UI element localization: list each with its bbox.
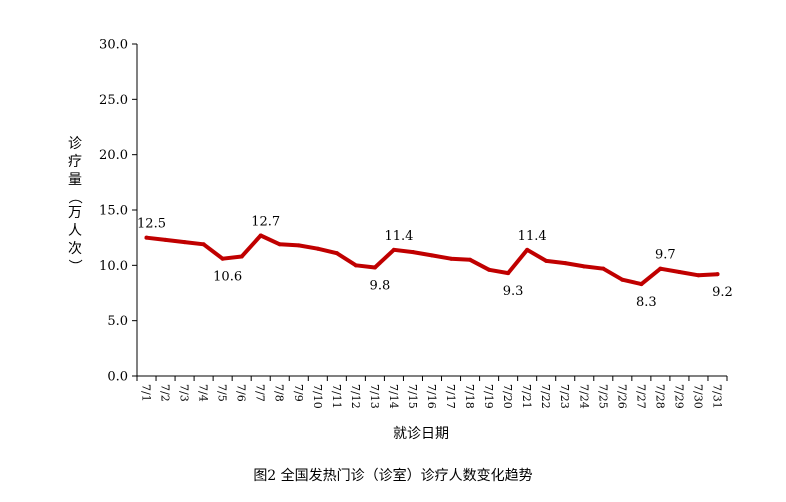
x-tick-label: 7/4 [197,384,210,402]
x-tick-label: 7/29 [672,384,685,409]
series-layer [144,233,720,287]
x-axis-label: 就诊日期 [393,426,449,442]
data-point [525,247,530,252]
x-tick-label: 7/5 [216,384,229,402]
data-label: 12.5 [137,217,166,232]
data-point [658,266,663,271]
y-axis-label-char: 疗 [68,154,82,170]
y-tick-label: 30.0 [99,38,128,53]
y-tick-label: 5.0 [107,314,128,329]
x-tick-label: 7/25 [596,384,609,409]
y-tick-label: 15.0 [99,204,128,219]
x-tick-label: 7/7 [254,384,267,402]
data-point [620,277,625,282]
x-tick-label: 7/13 [368,384,381,409]
data-point [468,257,473,262]
y-ticks: 0.0 5.0 10.0 15.0 20.0 25.0 30.0 [99,38,137,385]
data-point [296,243,301,248]
x-tick-label: 7/2 [159,384,172,402]
x-tick-label: 7/31 [710,384,723,409]
x-tick-label: 7/12 [349,384,362,409]
x-tick-label: 7/11 [330,384,343,409]
data-label: 8.3 [636,295,657,310]
data-point [449,256,454,261]
data-point [639,282,644,287]
x-tick-label: 7/22 [539,384,552,409]
data-label: 9.2 [712,285,733,300]
data-label: 11.4 [384,229,413,244]
x-tick-label: 7/21 [520,384,533,409]
x-tick-label: 7/16 [425,384,438,409]
data-point [715,272,720,277]
data-point [544,258,549,263]
y-tick-label: 10.0 [99,259,128,274]
y-axis-label-char: 人 [68,223,82,239]
data-point [582,264,587,269]
data-point [696,273,701,278]
x-tick-label: 7/18 [463,384,476,409]
data-point [563,261,568,266]
y-axis-label: 诊疗量 （万人次 ） [66,136,82,273]
data-point [601,266,606,271]
x-tick-label: 7/20 [501,384,514,409]
x-tick-label: 7/19 [482,384,495,409]
axes [136,44,727,377]
x-tick-label: 7/9 [292,384,305,402]
data-point [410,250,415,255]
data-labels: 12.5 10.6 12.7 9.8 11.4 9.3 11.4 8.3 9.7 9.2 [137,214,733,310]
data-label: 9.7 [655,248,676,263]
x-tick-label: 7/8 [273,384,286,402]
x-tick-label: 7/24 [577,384,590,409]
y-axis-label-char: 次 [68,241,82,257]
y-axis-label-char: 诊 [68,136,82,152]
y-tick-label: 25.0 [99,93,128,108]
data-point [163,237,168,242]
x-tick-label: 7/28 [653,384,666,409]
x-tick-label: 7/17 [444,384,457,409]
data-point [315,246,320,251]
data-point [258,233,263,238]
data-point [372,265,377,270]
data-point [182,240,187,245]
y-axis-label-char: 量 [68,172,82,188]
data-point [220,256,225,261]
data-point [677,269,682,274]
data-point [201,242,206,247]
data-point [391,247,396,252]
data-point [334,251,339,256]
x-ticks: 7/1 7/2 7/3 7/4 7/5 7/6 7/7 7/8 7/9 7/10 7/11 7/12 7… [136,376,728,409]
x-tick-label: 7/23 [558,384,571,409]
x-tick-label: 7/15 [406,384,419,409]
y-axis-label-char: 万 [68,205,82,221]
data-label: 10.6 [213,270,242,285]
data-label: 11.4 [518,229,547,244]
y-tick-label: 0.0 [107,370,128,385]
chart-caption: 图2 全国发热门诊（诊室）诊疗人数变化趋势 [253,467,532,484]
data-point [506,271,511,276]
x-tick-label: 7/1 [140,384,153,402]
data-label: 9.3 [503,284,524,299]
x-tick-label: 7/26 [615,384,628,409]
data-point [144,235,149,240]
x-tick-label: 7/3 [178,384,191,402]
x-tick-label: 7/14 [387,384,400,409]
y-axis-label-char: ） [66,259,82,273]
x-tick-label: 7/30 [691,384,704,409]
data-point [277,242,282,247]
y-axis-label-char: （ [66,190,82,204]
x-tick-label: 7/6 [235,384,248,402]
x-tick-label: 7/27 [634,384,647,409]
data-point [353,263,358,268]
x-tick-label: 7/10 [311,384,324,409]
data-point [239,254,244,259]
data-label: 9.8 [370,279,391,294]
data-point [430,253,434,258]
data-label: 12.7 [251,214,280,229]
data-point [487,267,492,272]
y-tick-label: 20.0 [99,148,128,163]
